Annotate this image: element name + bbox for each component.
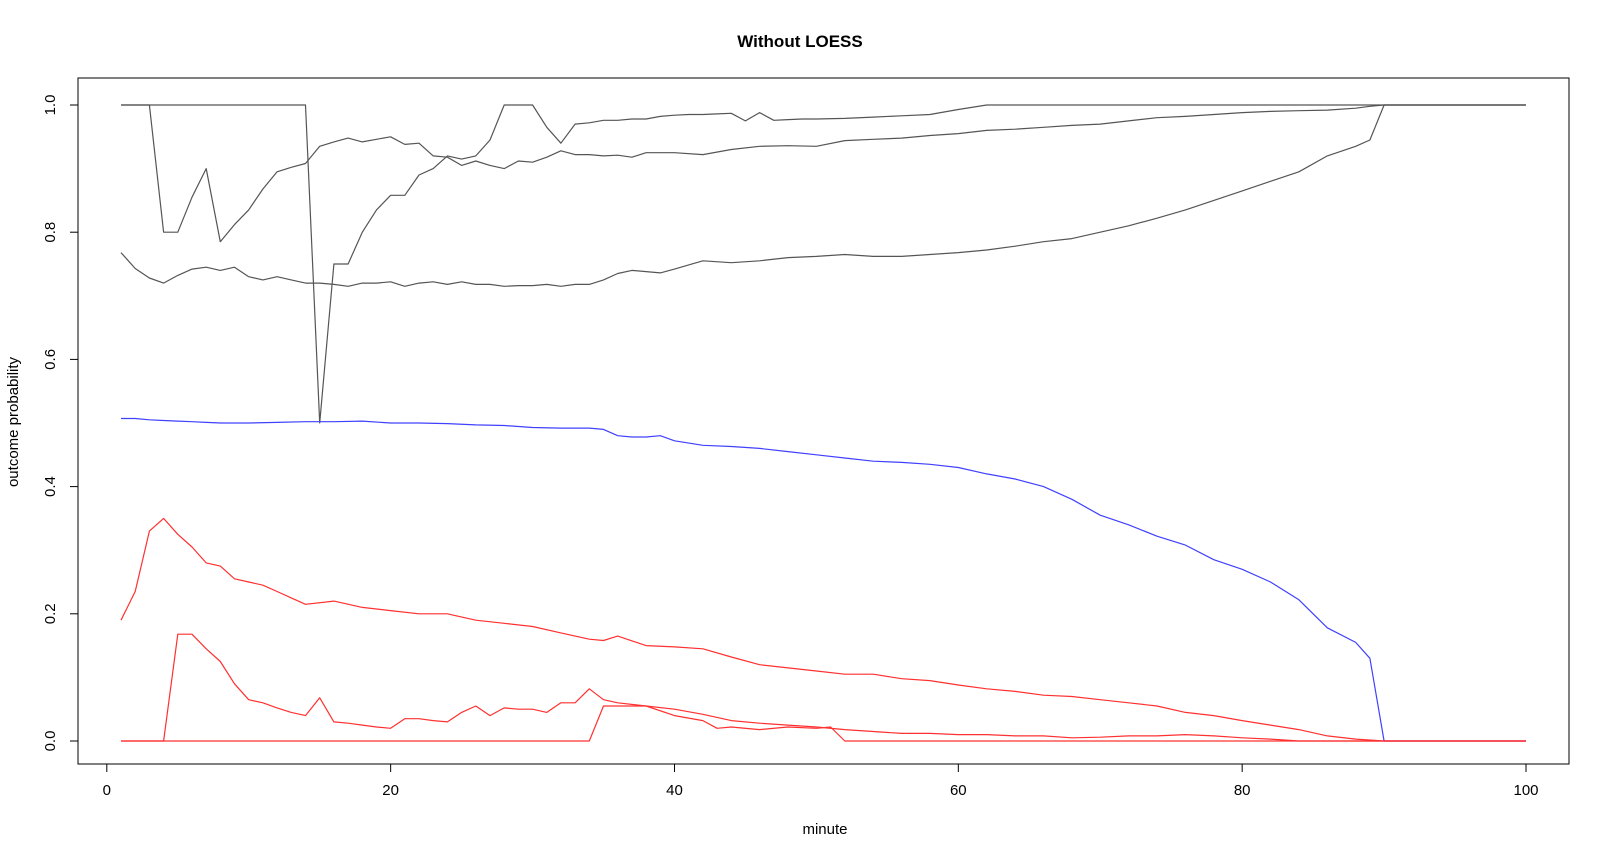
y-tick-label: 0.2 [42, 603, 59, 624]
x-axis: 0 20 40 60 80 100 [103, 763, 1539, 799]
plot-frame [77, 77, 1570, 765]
series-line-1 [121, 104, 1526, 424]
x-tick-label: 20 [382, 782, 399, 799]
series-line-4 [121, 417, 1526, 742]
x-axis-label: minute [802, 821, 847, 838]
x-tick-label: 100 [1513, 782, 1538, 799]
chart-title: Without LOESS [737, 32, 862, 51]
series-line-7 [121, 705, 1526, 742]
series-line-3 [120, 104, 1526, 287]
series-layer [120, 104, 1526, 742]
x-tick-label: 60 [950, 782, 967, 799]
series-line-2 [121, 104, 1526, 243]
x-tick-label: 80 [1234, 782, 1251, 799]
x-tick-label: 0 [103, 782, 111, 799]
y-axis-label: outcome probability [5, 356, 22, 487]
x-tick-label: 40 [666, 782, 683, 799]
series-line-5 [120, 517, 1526, 742]
y-tick-label: 0.4 [42, 476, 59, 497]
y-tick-label: 0.0 [42, 731, 59, 752]
y-tick-label: 0.6 [42, 349, 59, 370]
y-tick-label: 0.8 [42, 222, 59, 243]
series-line-6 [121, 633, 1526, 742]
y-tick-label: 1.0 [42, 95, 59, 116]
y-axis: 0.0 0.2 0.4 0.6 0.8 1.0 [42, 95, 79, 752]
